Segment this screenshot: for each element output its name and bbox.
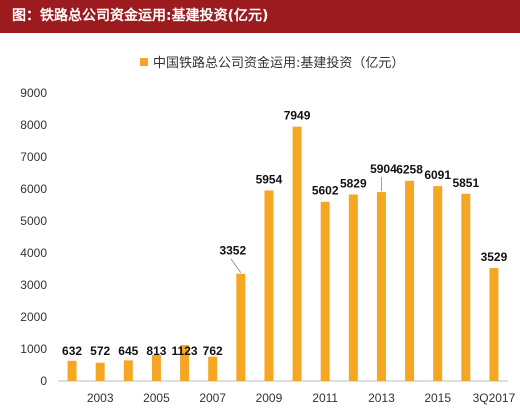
data-label: 5602 bbox=[312, 184, 339, 198]
chart-title-bar: 图：铁路总公司资金运用:基建投资(亿元) bbox=[0, 0, 520, 33]
legend: 中国铁路总公司资金运用:基建投资（亿元） bbox=[140, 55, 404, 71]
data-label: 632 bbox=[62, 344, 82, 358]
bars bbox=[67, 126, 499, 381]
bar bbox=[348, 194, 358, 381]
data-label: 6258 bbox=[396, 163, 423, 177]
bar bbox=[320, 201, 330, 381]
bar bbox=[180, 345, 190, 381]
y-tick-label: 1000 bbox=[20, 342, 47, 356]
data-label: 5829 bbox=[340, 176, 367, 190]
bar bbox=[95, 362, 105, 381]
x-tick-label: 2003 bbox=[87, 391, 114, 405]
y-tick-label: 8000 bbox=[20, 118, 47, 132]
x-axis: 2003 2005 2007 2009 2011 2013 2015 3Q2017 bbox=[58, 380, 516, 405]
y-tick-label: 5000 bbox=[20, 214, 47, 228]
y-tick-label: 6000 bbox=[20, 182, 47, 196]
data-label: 5954 bbox=[256, 172, 283, 186]
bar bbox=[405, 180, 415, 381]
bar bbox=[67, 360, 77, 381]
bar bbox=[123, 360, 133, 381]
y-tick-label: 3000 bbox=[20, 278, 47, 292]
bar bbox=[433, 186, 443, 381]
y-tick-label: 2000 bbox=[20, 310, 47, 324]
x-tick-label: 2005 bbox=[143, 391, 170, 405]
x-tick-label: 2013 bbox=[368, 391, 395, 405]
x-tick-label: 2009 bbox=[256, 391, 283, 405]
data-label: 5904 bbox=[370, 162, 397, 176]
y-tick-label: 0 bbox=[40, 374, 47, 388]
y-axis: 0 1000 2000 3000 4000 5000 6000 7000 8000 9000 bbox=[20, 86, 47, 388]
y-tick-label: 4000 bbox=[20, 246, 47, 260]
x-tick-label: 2011 bbox=[312, 391, 338, 405]
bar bbox=[236, 273, 246, 381]
legend-swatch bbox=[140, 58, 148, 66]
bar bbox=[208, 356, 218, 381]
x-tick-label: 2007 bbox=[199, 391, 226, 405]
data-label: 1123 bbox=[172, 344, 198, 358]
data-label: 7949 bbox=[284, 109, 311, 123]
y-tick-label: 9000 bbox=[20, 86, 47, 100]
bar bbox=[489, 268, 499, 381]
data-label: 813 bbox=[146, 344, 166, 358]
x-tick-label: 2015 bbox=[424, 391, 451, 405]
chart-title: 图：铁路总公司资金运用:基建投资(亿元) bbox=[12, 8, 269, 24]
bar bbox=[376, 192, 386, 381]
legend-label: 中国铁路总公司资金运用:基建投资（亿元） bbox=[153, 55, 404, 71]
bar bbox=[264, 190, 274, 381]
data-labels: 632 572 645 813 1123 762335259547949560258295… bbox=[62, 109, 508, 358]
data-label: 572 bbox=[90, 344, 110, 358]
y-tick-label: 7000 bbox=[20, 150, 47, 164]
data-label: 645 bbox=[118, 344, 138, 358]
label-leader-line bbox=[230, 258, 242, 273]
bar bbox=[461, 193, 471, 381]
data-label: 3352 bbox=[219, 244, 246, 258]
data-label: 5851 bbox=[452, 176, 479, 190]
bar bbox=[292, 126, 302, 381]
data-label: 3529 bbox=[481, 250, 508, 264]
bar bbox=[151, 354, 161, 381]
x-tick-label: 3Q2017 bbox=[473, 391, 516, 405]
data-label: 762 bbox=[203, 344, 223, 358]
data-label: 6091 bbox=[424, 168, 451, 182]
